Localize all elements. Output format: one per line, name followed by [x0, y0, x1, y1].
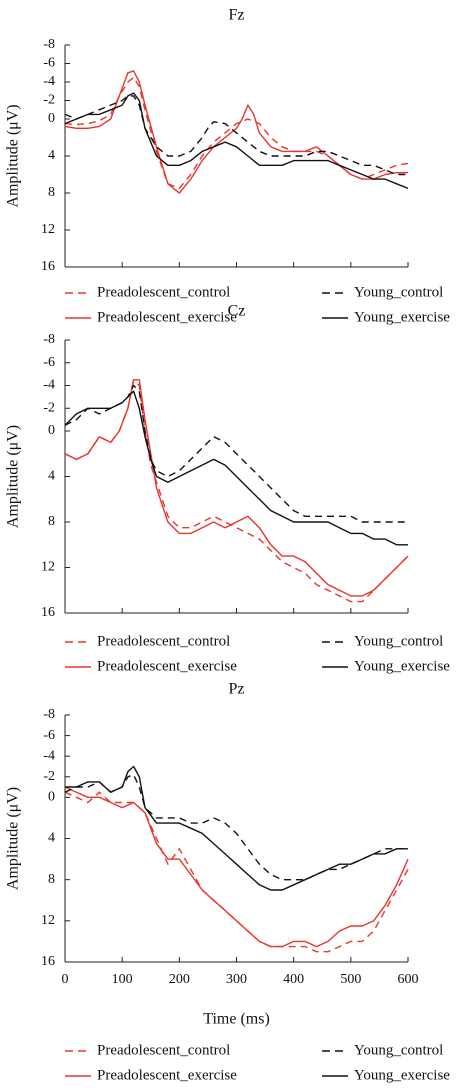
y-tick-label: 0 [48, 423, 55, 438]
x-tick-label: 0 [62, 972, 69, 987]
x-tick-label: 100 [112, 972, 133, 987]
x-tick-label: 500 [340, 972, 361, 987]
series-line-preadolescent-exercise [64, 786, 409, 948]
y-tick-label: 0 [48, 790, 55, 805]
legend-label: Young_control [354, 1042, 443, 1058]
legend-label: Preadolescent_control [97, 284, 230, 300]
series-line-preadolescent-control [64, 379, 409, 603]
series-line-young-control [64, 384, 408, 523]
x-tick-label: 600 [398, 972, 419, 987]
series-line-young-exercise [64, 390, 408, 546]
legend-label: Preadolescent_exercise [97, 309, 237, 325]
legend-label: Young_exercise [354, 658, 450, 674]
y-tick-label: 8 [48, 872, 55, 887]
series-line-preadolescent-control [64, 791, 409, 953]
y-tick-label: -2 [43, 400, 55, 415]
chart-panel-cz: Cz -8 -6 -4 -2 0 4 8 12 16 Amplitude (μV) Preadoles… [5, 303, 451, 675]
series-line-preadolescent-exercise [64, 70, 408, 194]
y-tick-label: 16 [41, 605, 55, 620]
chart-panel-pz: Pz -8 -6 -4 -2 0 4 8 12 16 0 100 200 300 400 500 600 Ampl… [5, 681, 451, 1084]
x-tick-label: 300 [226, 972, 247, 987]
series-line-preadolescent-exercise [64, 379, 409, 597]
panel-title: Fz [229, 7, 245, 24]
y-tick-label: -2 [43, 93, 55, 108]
legend-label: Young_control [354, 284, 443, 300]
legend-label: Young_exercise [354, 1067, 450, 1083]
y-tick-label: -4 [43, 748, 55, 763]
y-tick-label: -4 [43, 378, 55, 393]
y-tick-label: 4 [48, 469, 55, 484]
series-line-young-exercise [65, 765, 408, 891]
legend-label: Preadolescent_control [97, 1042, 230, 1058]
legend-label: Preadolescent_exercise [97, 1067, 237, 1083]
legend: Preadolescent_control Young_control Preado… [65, 633, 450, 674]
legend-label: Preadolescent_exercise [97, 658, 237, 674]
y-tick-label: 4 [48, 148, 55, 163]
x-tick-label: 200 [169, 972, 190, 987]
x-axis-label: Time (ms) [203, 1011, 270, 1028]
legend-label: Young_exercise [354, 309, 450, 325]
y-tick-label: 8 [48, 185, 55, 200]
y-tick-label: -6 [43, 56, 55, 71]
series-line-young-control [64, 95, 408, 176]
y-tick-label: 0 [48, 111, 55, 126]
y-tick-label: 4 [48, 831, 55, 846]
y-tick-label: -4 [43, 74, 55, 89]
legend: Preadolescent_control Young_control Preado… [65, 284, 450, 325]
y-tick-label: 16 [41, 954, 55, 969]
y-tick-label: -8 [43, 707, 55, 722]
series-line-young-exercise [64, 92, 409, 190]
y-tick-label: -6 [43, 728, 55, 743]
x-tick-label: 400 [283, 972, 304, 987]
panel-title: Cz [228, 303, 246, 320]
y-axis-label: Amplitude (μV) [5, 425, 22, 528]
series-line-young-control [64, 774, 408, 881]
y-tick-label: 12 [41, 913, 55, 928]
chart-panel-fz: Fz -8 -6 -4 -2 0 4 8 12 16 Amplitude (μV) Preadoles… [5, 7, 451, 326]
legend-label: Preadolescent_control [97, 633, 230, 649]
y-axis-label: Amplitude (μV) [5, 787, 22, 890]
y-tick-label: 16 [41, 259, 55, 274]
panel-title: Pz [229, 681, 245, 698]
y-tick-label: 8 [48, 514, 55, 529]
y-tick-label: -2 [43, 769, 55, 784]
y-tick-label: -6 [43, 355, 55, 370]
y-tick-label: -8 [43, 37, 55, 52]
y-tick-label: 12 [41, 222, 55, 237]
legend: Preadolescent_control Young_control Preado… [65, 1042, 450, 1083]
legend-label: Young_control [354, 633, 443, 649]
y-tick-label: -8 [43, 332, 55, 347]
y-axis-label: Amplitude (μV) [5, 104, 22, 207]
y-tick-label: 12 [41, 560, 55, 575]
